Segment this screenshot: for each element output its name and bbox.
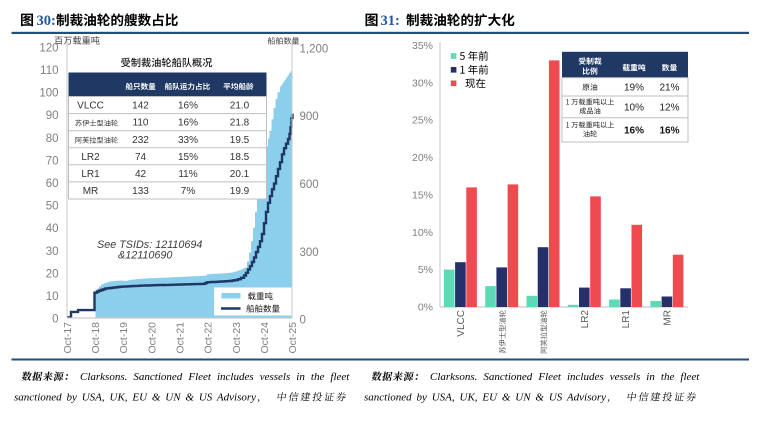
svg-text:Oct-21: Oct-21	[175, 322, 187, 354]
svg-text:70: 70	[46, 155, 59, 167]
svg-text:142: 142	[132, 101, 149, 112]
svg-text:60: 60	[46, 178, 59, 190]
svg-text:20.1: 20.1	[230, 169, 250, 180]
svg-text:LR1: LR1	[621, 310, 632, 329]
svg-text:80: 80	[46, 133, 59, 145]
svg-text:74: 74	[135, 152, 147, 163]
svg-text:MR: MR	[662, 310, 673, 326]
svg-text:900: 900	[300, 111, 319, 123]
svg-text:Oct-20: Oct-20	[146, 322, 158, 354]
svg-text:0%: 0%	[418, 302, 433, 314]
svg-text:VLCC: VLCC	[456, 310, 467, 337]
svg-text:20: 20	[46, 268, 59, 280]
svg-text:16%: 16%	[624, 126, 644, 137]
svg-text:MR: MR	[83, 186, 99, 197]
svg-text:25%: 25%	[412, 115, 433, 127]
svg-text:7%: 7%	[181, 186, 196, 197]
svg-text:19.9: 19.9	[230, 186, 250, 197]
svg-text:1,200: 1,200	[300, 44, 329, 56]
svg-text:300: 300	[300, 247, 319, 259]
svg-text:110: 110	[133, 118, 149, 129]
svg-text:15%: 15%	[412, 189, 433, 201]
svg-text:VLCC: VLCC	[77, 101, 104, 112]
svg-text:12%: 12%	[659, 103, 679, 114]
svg-text:30:: 30:	[37, 13, 56, 29]
svg-text:Oct-19: Oct-19	[118, 322, 130, 354]
svg-text:600: 600	[300, 179, 319, 191]
svg-text:LR1: LR1	[81, 169, 100, 180]
svg-text:LR2: LR2	[81, 152, 100, 163]
svg-text:31:: 31:	[381, 13, 400, 29]
svg-text:110: 110	[40, 65, 58, 77]
svg-text:19%: 19%	[624, 83, 644, 94]
svg-text:Oct-25: Oct-25	[287, 322, 299, 354]
svg-text:&12110690: &12110690	[118, 250, 172, 262]
svg-text:16%: 16%	[659, 126, 679, 137]
svg-text:133: 133	[132, 186, 149, 197]
svg-text:sanctioned by USA, UK, EU & UN: sanctioned by USA, UK, EU & UN & US Advi…	[364, 392, 606, 404]
svg-text:19.5: 19.5	[230, 135, 250, 146]
svg-text:Oct-24: Oct-24	[259, 322, 271, 354]
svg-text:30: 30	[46, 246, 59, 258]
svg-text:16%: 16%	[178, 118, 198, 129]
svg-text:120: 120	[39, 43, 58, 55]
svg-text:5%: 5%	[418, 264, 433, 276]
svg-text:30%: 30%	[412, 77, 433, 89]
svg-text:0: 0	[300, 315, 306, 327]
svg-text:Clarksons. Sanctioned Fleet in: Clarksons. Sanctioned Fleet includes ves…	[430, 371, 700, 383]
svg-text:See TSIDs: 12110694: See TSIDs: 12110694	[97, 239, 202, 251]
svg-text:90: 90	[46, 110, 59, 122]
svg-text:100: 100	[39, 88, 58, 100]
svg-text:16%: 16%	[178, 101, 198, 112]
svg-text:35%: 35%	[412, 40, 433, 52]
svg-text:50: 50	[46, 201, 59, 213]
svg-text:18.5: 18.5	[230, 152, 250, 163]
svg-text:10: 10	[46, 291, 59, 303]
svg-text:Oct-23: Oct-23	[231, 322, 243, 354]
svg-text:20%: 20%	[412, 152, 433, 164]
svg-text:10%: 10%	[412, 227, 433, 239]
svg-text:Oct-18: Oct-18	[90, 322, 102, 354]
svg-text:Oct-22: Oct-22	[203, 322, 215, 354]
svg-text:sanctioned by USA, UK, EU & UN: sanctioned by USA, UK, EU & UN & US Advi…	[14, 392, 256, 404]
svg-text:232: 232	[132, 135, 149, 146]
svg-text:Oct-17: Oct-17	[62, 322, 74, 354]
svg-text:40: 40	[46, 223, 59, 235]
svg-text:Clarksons. Sanctioned Fleet in: Clarksons. Sanctioned Fleet includes ves…	[80, 371, 350, 383]
svg-text:10%: 10%	[624, 103, 644, 114]
svg-text:33%: 33%	[178, 135, 198, 146]
svg-text:21.0: 21.0	[230, 101, 250, 112]
svg-text:42: 42	[135, 169, 147, 180]
svg-text:0: 0	[52, 314, 58, 326]
svg-text:21%: 21%	[659, 83, 679, 94]
svg-text:11%: 11%	[178, 169, 197, 180]
svg-text:21.8: 21.8	[230, 118, 250, 129]
svg-text:15%: 15%	[178, 152, 198, 163]
svg-text:LR2: LR2	[580, 310, 591, 329]
